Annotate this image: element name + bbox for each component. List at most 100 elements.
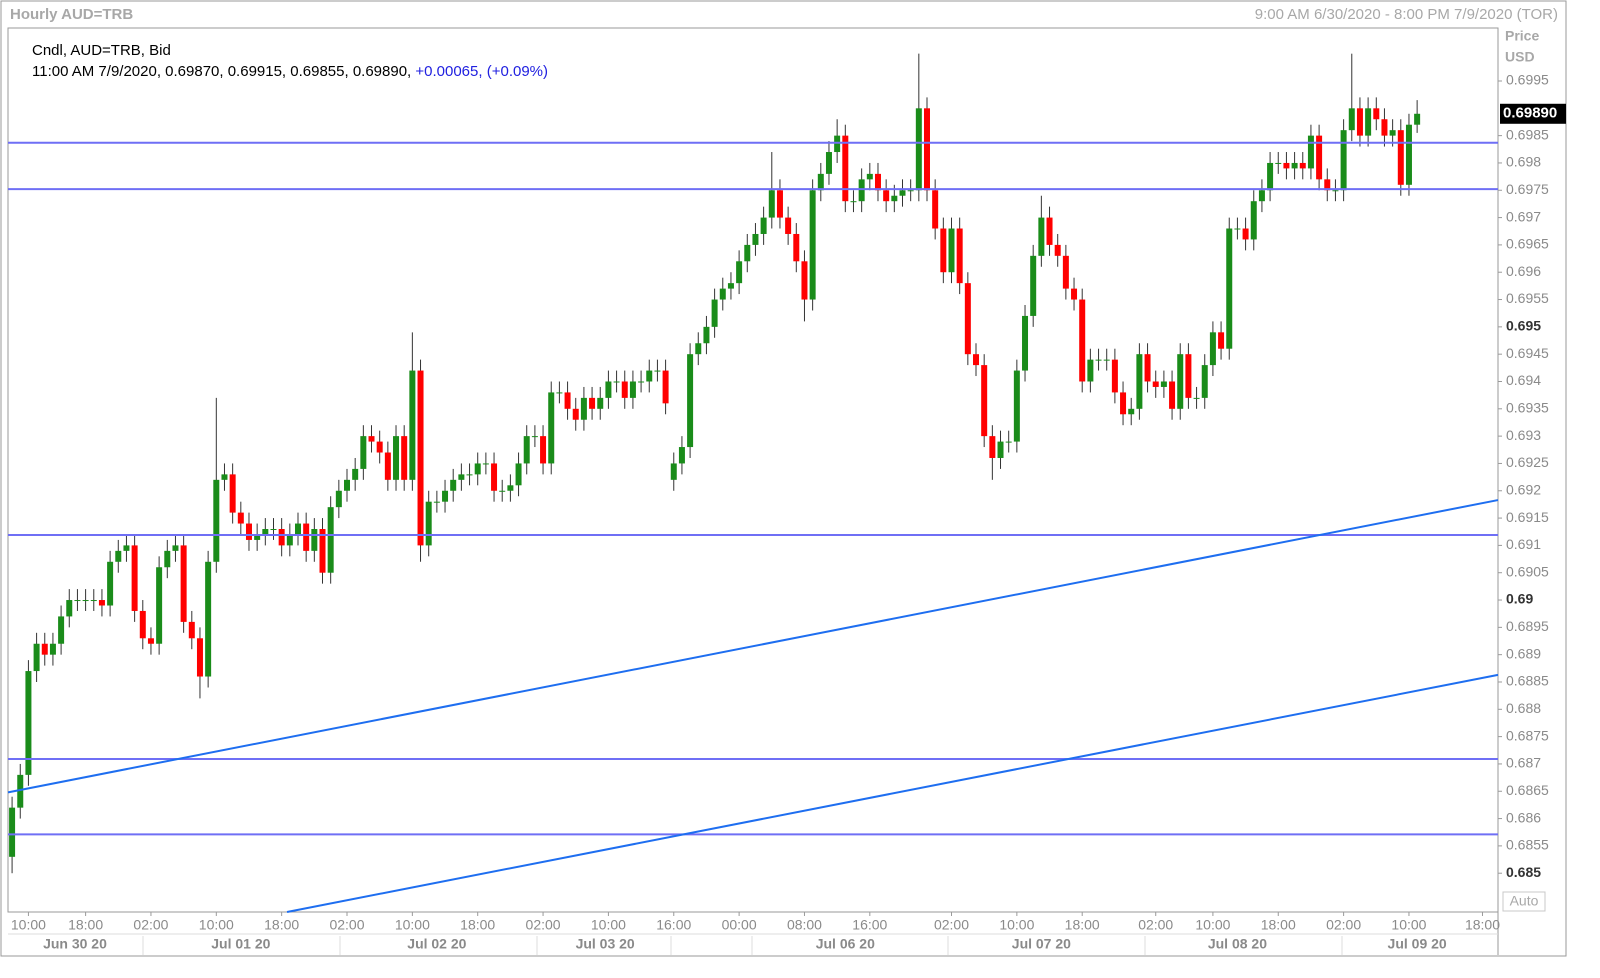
candle-body — [654, 370, 661, 372]
date-label: Jul 06 20 — [816, 936, 875, 952]
candle-body — [1030, 255, 1037, 316]
auto-label[interactable]: Auto — [1510, 893, 1539, 909]
candle-body — [956, 228, 963, 284]
candle-body — [605, 381, 612, 398]
candle-body — [817, 173, 824, 191]
candle-body — [858, 179, 865, 202]
candle-body — [809, 190, 816, 300]
candle-body — [891, 195, 898, 202]
candle-body — [1038, 217, 1045, 256]
candle-body — [564, 392, 571, 409]
candle-body — [703, 326, 710, 344]
candle-body — [1405, 124, 1412, 185]
candle-body — [727, 283, 734, 289]
candle-body — [1120, 392, 1127, 415]
candle-body — [1062, 255, 1069, 289]
y-tick-label: 0.695 — [1506, 318, 1541, 334]
x-tick-label: 18:00 — [460, 917, 495, 933]
candle-body — [662, 370, 669, 404]
change-pct: (+0.09%) — [487, 63, 548, 80]
y-tick-label: 0.687 — [1506, 755, 1541, 771]
y-tick-label: 0.686 — [1506, 809, 1541, 825]
info: 11:00 AM 7/9/2020, 0.69870, 0.69915, 0.6… — [32, 63, 411, 80]
y-tick-label: 0.698 — [1506, 154, 1541, 170]
candle-body — [433, 501, 440, 503]
auto-button[interactable] — [1502, 891, 1546, 912]
candle-body — [801, 261, 808, 300]
range-label: 9:00 AM 6/30/2020 - 8:00 PM 7/9/2020 (TO… — [1255, 6, 1558, 23]
candle-body — [1128, 408, 1135, 415]
candle-body — [188, 621, 195, 639]
last-price-box — [1500, 103, 1566, 124]
candle-body — [1087, 359, 1094, 382]
candle-body — [1234, 228, 1241, 230]
y-tick-label: 0.6945 — [1506, 345, 1549, 361]
y-tick-label: 0.697 — [1506, 208, 1541, 224]
candle-body — [229, 474, 236, 513]
candle-body — [760, 217, 767, 234]
y-tick-label: 0.688 — [1506, 700, 1541, 716]
candle-body — [180, 545, 187, 622]
x-tick-label: 10:00 — [395, 917, 430, 933]
candle-body — [90, 600, 97, 602]
candle-body — [245, 523, 252, 540]
candle-body — [1397, 130, 1404, 185]
x-tick-label: 10:00 — [11, 917, 46, 933]
x-tick-label: 18:00 — [1261, 917, 1296, 933]
x-tick-label: 02:00 — [329, 917, 364, 933]
candle-body — [17, 774, 24, 808]
candle-body — [262, 529, 269, 535]
y-tick-label: 0.6965 — [1506, 236, 1549, 252]
candle-body — [629, 381, 636, 398]
candle-body — [368, 436, 375, 442]
axis-unit: USD — [1505, 49, 1535, 65]
date-label: Jul 03 20 — [576, 936, 635, 952]
x-tick-label: 18:00 — [1065, 917, 1100, 933]
candle-body — [376, 441, 383, 453]
candle-body — [107, 561, 114, 606]
candle-body — [1169, 381, 1176, 409]
candle-body — [687, 354, 694, 448]
candle-body — [515, 463, 522, 486]
y-tick-label: 0.6895 — [1506, 618, 1549, 634]
candle-body — [213, 479, 220, 562]
candle-body — [613, 381, 620, 383]
candle-body — [621, 381, 628, 398]
candle-body — [752, 233, 759, 245]
candle-body — [507, 485, 514, 491]
candle-body — [139, 610, 146, 639]
date-label: Jul 07 20 — [1012, 936, 1071, 952]
candle-body — [556, 392, 563, 394]
candle-body — [785, 217, 792, 234]
candle-body — [196, 638, 203, 677]
candle-body — [384, 452, 391, 480]
candle-body — [589, 397, 596, 409]
candle-body — [932, 190, 939, 229]
candle-body — [940, 228, 947, 273]
candle-body — [82, 600, 89, 602]
candle-body — [131, 545, 138, 611]
candle-body — [1389, 130, 1396, 136]
y-tick-label: 0.6955 — [1506, 290, 1549, 306]
candle-body — [1316, 135, 1323, 180]
candle-body — [499, 490, 506, 492]
candle-body — [523, 436, 530, 464]
candle-body — [1258, 190, 1265, 202]
candle-body — [9, 807, 16, 857]
trend-line — [286, 673, 1499, 913]
candle-body — [172, 545, 179, 551]
candle-body — [270, 529, 277, 531]
candle-body — [948, 228, 955, 273]
candle-body — [1381, 119, 1388, 136]
candle-body — [531, 436, 538, 438]
candle-body — [793, 233, 800, 262]
candle-body — [973, 354, 980, 366]
y-tick-label: 0.6915 — [1506, 509, 1549, 525]
plot — [7, 53, 1499, 913]
x-tick-label: 18:00 — [1465, 917, 1500, 933]
y-tick-label: 0.6865 — [1506, 782, 1549, 798]
candle-body — [1348, 108, 1355, 131]
candle-body — [997, 441, 1004, 458]
candle-body — [164, 550, 171, 568]
y-tick-label: 0.6985 — [1506, 126, 1549, 142]
